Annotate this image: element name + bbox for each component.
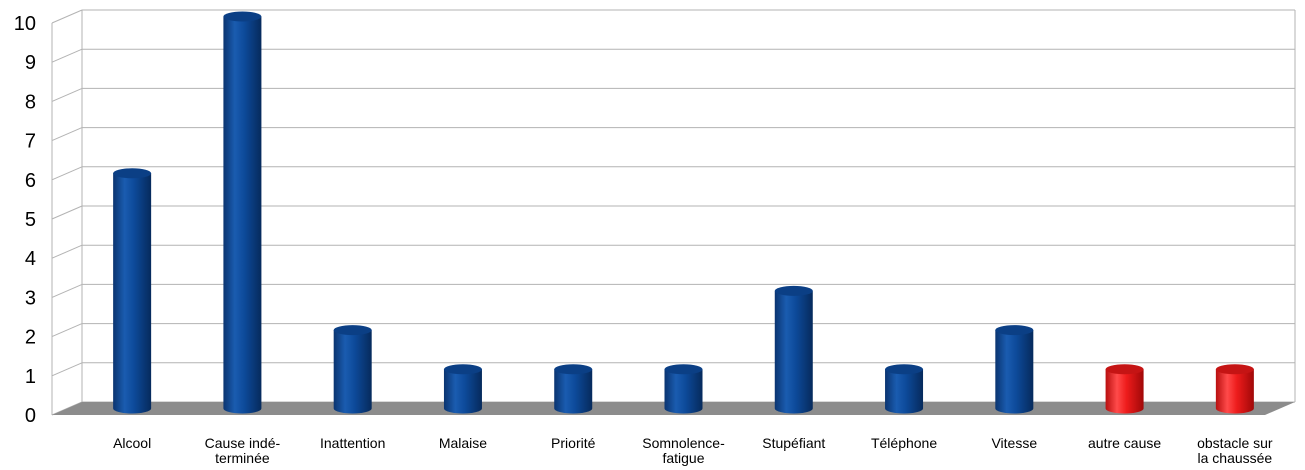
y-tick-label: 8: [25, 91, 36, 113]
y-tick-label: 7: [25, 131, 36, 153]
bar: [1105, 364, 1144, 414]
bar-body: [223, 16, 262, 414]
bar: [774, 285, 813, 414]
bar-body: [995, 330, 1034, 414]
bar-body: [664, 369, 703, 414]
bar-body: [443, 369, 482, 414]
bar-top: [774, 285, 813, 296]
bar-top: [333, 325, 372, 336]
y-tick-label: 1: [25, 366, 36, 388]
bar: [333, 325, 372, 414]
gridline-side: [51, 362, 83, 377]
bar-top: [223, 11, 262, 22]
chart-labels: 0 1 2 3 4 5 6 7 8 9 10 Alcool Cause indé-terminée Ina…: [14, 13, 1273, 466]
bar-body: [774, 290, 813, 414]
bar-body: [554, 369, 593, 414]
bar-body: [1215, 369, 1254, 414]
x-tick-label: autre cause: [1088, 435, 1161, 451]
x-tick-label: obstacle sur la chaussée: [1197, 435, 1273, 466]
x-tick-label: Inattention: [320, 435, 385, 451]
bar-top: [1215, 364, 1254, 375]
gridline-side: [51, 9, 83, 24]
bar-top: [113, 168, 152, 179]
y-tick-label: 5: [25, 209, 36, 231]
bar: [664, 364, 703, 414]
y-tick-label: 0: [25, 405, 36, 427]
x-tick-label: Téléphone: [871, 435, 937, 451]
bar: [554, 364, 593, 414]
y-tick-label: 10: [14, 13, 36, 35]
gridline-side: [51, 323, 83, 338]
bar-body: [333, 330, 372, 414]
bar-body: [885, 369, 924, 414]
x-tick-label: Stupéfiant: [762, 435, 825, 451]
y-tick-label: 2: [25, 327, 36, 349]
bar-top: [443, 364, 482, 375]
bar: [885, 364, 924, 414]
x-tick-label: Malaise: [439, 435, 487, 451]
bar-top: [1105, 364, 1144, 375]
bar-top: [885, 364, 924, 375]
bar-body: [1105, 369, 1144, 414]
bar: [1215, 364, 1254, 414]
bar-top: [554, 364, 593, 375]
bar-body: [113, 173, 152, 414]
x-tick-label: Alcool: [113, 435, 151, 451]
bar-top: [664, 364, 703, 375]
chart-bars: [113, 11, 1254, 414]
x-tick-label: Somnolence-fatigue: [642, 435, 725, 466]
gridline-side: [51, 166, 83, 181]
bar-top: [995, 325, 1034, 336]
gridline-side: [51, 48, 83, 63]
gridline-side: [51, 127, 83, 142]
y-tick-label: 6: [25, 170, 36, 192]
bar: [443, 364, 482, 414]
x-tick-label: Priorité: [551, 435, 596, 451]
gridline-side: [51, 87, 83, 102]
bar: [995, 325, 1034, 414]
bar: [113, 168, 152, 414]
x-tick-label: Vitesse: [991, 435, 1037, 451]
x-tick-label: Cause indé-terminée: [205, 435, 281, 466]
bar: [223, 11, 262, 414]
gridline-side: [51, 244, 83, 259]
gridline-side: [51, 283, 83, 298]
y-tick-label: 4: [25, 248, 36, 270]
gridline-side: [51, 205, 83, 220]
y-tick-label: 9: [25, 52, 36, 74]
y-tick-label: 3: [25, 287, 36, 309]
